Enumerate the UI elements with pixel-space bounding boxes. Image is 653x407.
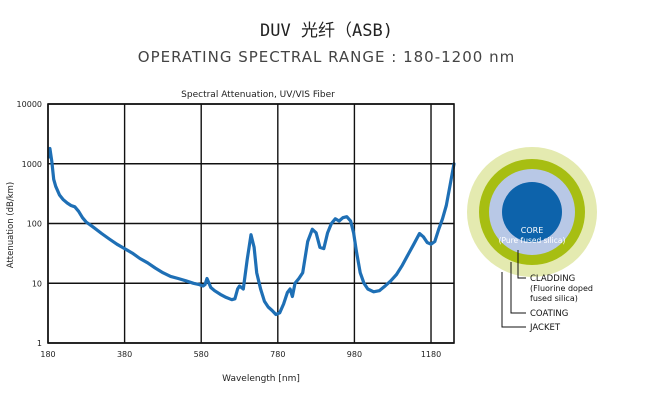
cladding-leader-line — [517, 250, 526, 279]
x-axis-label: Wavelength [nm] — [222, 374, 300, 384]
y-tick-label: 10000 — [17, 100, 42, 109]
x-tick-label: 1180 — [421, 350, 441, 359]
jacket-leader-line — [501, 272, 526, 328]
chart-title: Spectral Attenuation, UV/VIS Fiber — [181, 90, 335, 100]
x-tick-label: 180 — [40, 350, 55, 359]
core-layer — [502, 182, 562, 242]
coating-leader-line — [510, 262, 526, 314]
x-tick-label: 580 — [194, 350, 209, 359]
y-tick-labels: 1 10 100 1000 10000 — [17, 100, 42, 348]
page-subtitle: OPERATING SPECTRAL RANGE : 180-1200 nm — [137, 48, 516, 66]
cladding-label: CLADDING — [530, 274, 575, 284]
y-tick-label: 100 — [27, 220, 42, 229]
y-tick-label: 1 — [37, 339, 42, 348]
plot-frame — [47, 103, 455, 344]
leader-lines — [501, 250, 526, 328]
coating-label: COATING — [530, 309, 568, 319]
core-sub-label: (Pure fused silica) — [499, 236, 566, 245]
cladding-sub-label-2: fused silica) — [530, 294, 578, 303]
x-tick-label: 980 — [347, 350, 362, 359]
x-tick-label: 780 — [270, 350, 285, 359]
page-title: DUV 光纤（ASB) — [260, 21, 393, 41]
y-axis-label: Attenuation (dB/km) — [6, 182, 16, 268]
x-tick-label: 380 — [117, 350, 132, 359]
core-label: CORE — [521, 226, 544, 235]
y-tick-label: 1000 — [22, 160, 42, 169]
y-tick-label: 10 — [32, 279, 42, 288]
attenuation-series-line — [47, 146, 456, 317]
x-tick-labels: 180 380 580 780 980 1180 — [40, 350, 441, 359]
cladding-sub-label-1: (Fluorine doped — [530, 284, 593, 293]
jacket-label: JACKET — [529, 323, 561, 333]
